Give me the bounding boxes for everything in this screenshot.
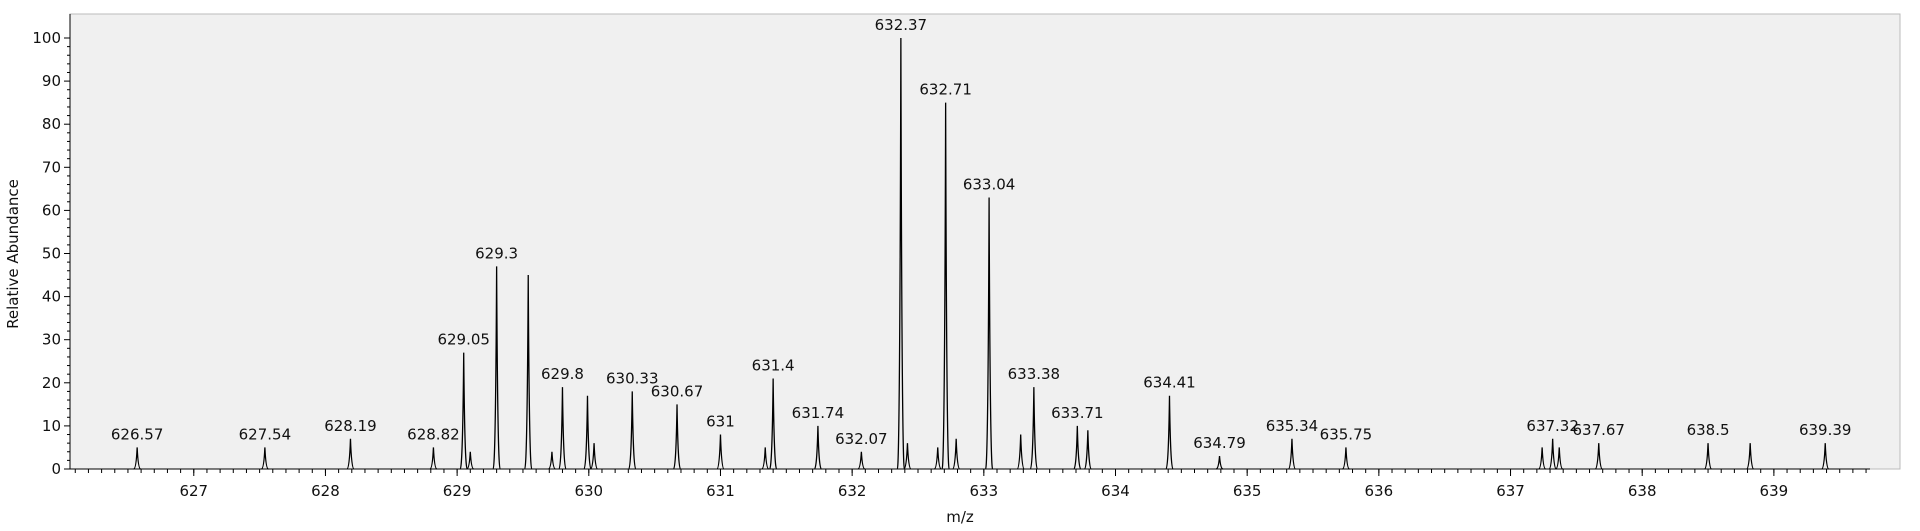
peak-label: 631.4	[752, 356, 795, 374]
peak	[1555, 447, 1564, 470]
peak	[548, 451, 556, 470]
peak	[984, 197, 994, 470]
peak-label: 632.37	[875, 16, 928, 34]
x-tick-label: 628	[311, 482, 340, 500]
x-tick-label: 634	[1101, 482, 1130, 500]
peak	[429, 447, 438, 470]
peak	[1016, 434, 1025, 470]
peak	[628, 391, 637, 470]
y-tick-label: 20	[42, 374, 61, 392]
peak	[261, 447, 269, 470]
peak	[558, 387, 567, 470]
peak-label: 635.75	[1320, 425, 1373, 443]
peak-label: 630.33	[606, 369, 659, 387]
peak-label: 630.67	[651, 382, 704, 400]
peak	[583, 395, 592, 470]
peak-label: 629.8	[541, 365, 584, 383]
peak	[1073, 425, 1082, 470]
peak	[459, 352, 468, 470]
peak	[857, 451, 866, 470]
peak-label: 631.74	[792, 404, 845, 422]
x-tick-label: 630	[574, 482, 603, 500]
peak-label: 635.34	[1266, 417, 1319, 435]
x-tick-label: 633	[970, 482, 999, 500]
peak-label: 629.05	[437, 331, 490, 349]
peak-label: 632.71	[919, 81, 972, 99]
peak	[896, 37, 906, 470]
peak-label: 628.19	[324, 417, 377, 435]
peak	[492, 266, 501, 470]
peak	[1029, 387, 1039, 470]
x-tick-label: 629	[443, 482, 472, 500]
y-tick-label: 80	[42, 115, 61, 133]
peak	[933, 447, 942, 470]
peak	[1215, 456, 1224, 470]
peak-label: 634.41	[1143, 374, 1196, 392]
peak-label: 633.38	[1008, 365, 1061, 383]
plot-area	[69, 13, 1901, 470]
peak	[716, 434, 725, 470]
x-tick-label: 631	[706, 482, 735, 500]
y-tick-label: 60	[42, 201, 61, 219]
peak	[769, 378, 778, 470]
peak	[1538, 447, 1546, 470]
y-tick-label: 40	[42, 288, 61, 306]
peak	[1287, 438, 1297, 470]
peak-label: 637.67	[1572, 421, 1625, 439]
peak	[1594, 443, 1603, 470]
y-tick-label: 30	[42, 331, 61, 349]
peak-label: 627.54	[239, 425, 292, 443]
x-tick-label: 638	[1628, 482, 1657, 500]
peak-label: 626.57	[111, 425, 164, 443]
y-tick-label: 50	[42, 245, 61, 263]
y-tick-label: 100	[32, 29, 61, 47]
peak	[346, 438, 355, 470]
y-tick-label: 70	[42, 158, 61, 176]
peak	[761, 447, 770, 470]
peak	[903, 443, 912, 470]
x-tick-label: 637	[1496, 482, 1525, 500]
x-tick-label: 636	[1365, 482, 1394, 500]
x-tick-label: 627	[179, 482, 208, 500]
x-tick-label: 639	[1760, 482, 1789, 500]
peak	[466, 451, 475, 470]
peak-label: 632.07	[835, 430, 888, 448]
peak	[524, 275, 533, 470]
y-tick-label: 0	[51, 460, 61, 478]
y-axis-label: Relative Abundance	[4, 179, 22, 329]
peak	[941, 102, 950, 470]
peak	[813, 425, 823, 470]
y-tick-label: 10	[42, 417, 61, 435]
peak-label: 638.5	[1687, 421, 1730, 439]
x-tick-label: 635	[1233, 482, 1262, 500]
peak-label: 633.71	[1051, 404, 1104, 422]
peak	[1548, 438, 1557, 470]
x-axis-label: m/z	[946, 508, 974, 526]
peak	[672, 404, 682, 470]
peak	[590, 443, 598, 470]
x-tick-label: 632	[838, 482, 867, 500]
peak	[1821, 443, 1830, 470]
peak-label: 634.79	[1193, 434, 1246, 452]
peak	[1342, 447, 1350, 470]
peak-label: 628.82	[407, 425, 460, 443]
peak	[133, 447, 141, 470]
peak-label: 637.32	[1526, 417, 1579, 435]
peak	[1083, 430, 1092, 470]
peak-label: 633.04	[963, 175, 1016, 193]
peak-label: 639.39	[1799, 421, 1852, 439]
y-tick-label: 90	[42, 72, 61, 90]
peak	[1165, 395, 1174, 470]
peak	[1746, 443, 1755, 470]
peak	[1704, 443, 1712, 470]
peak-label: 631	[706, 413, 735, 431]
peak	[952, 438, 961, 470]
peak-label: 629.3	[475, 244, 518, 262]
